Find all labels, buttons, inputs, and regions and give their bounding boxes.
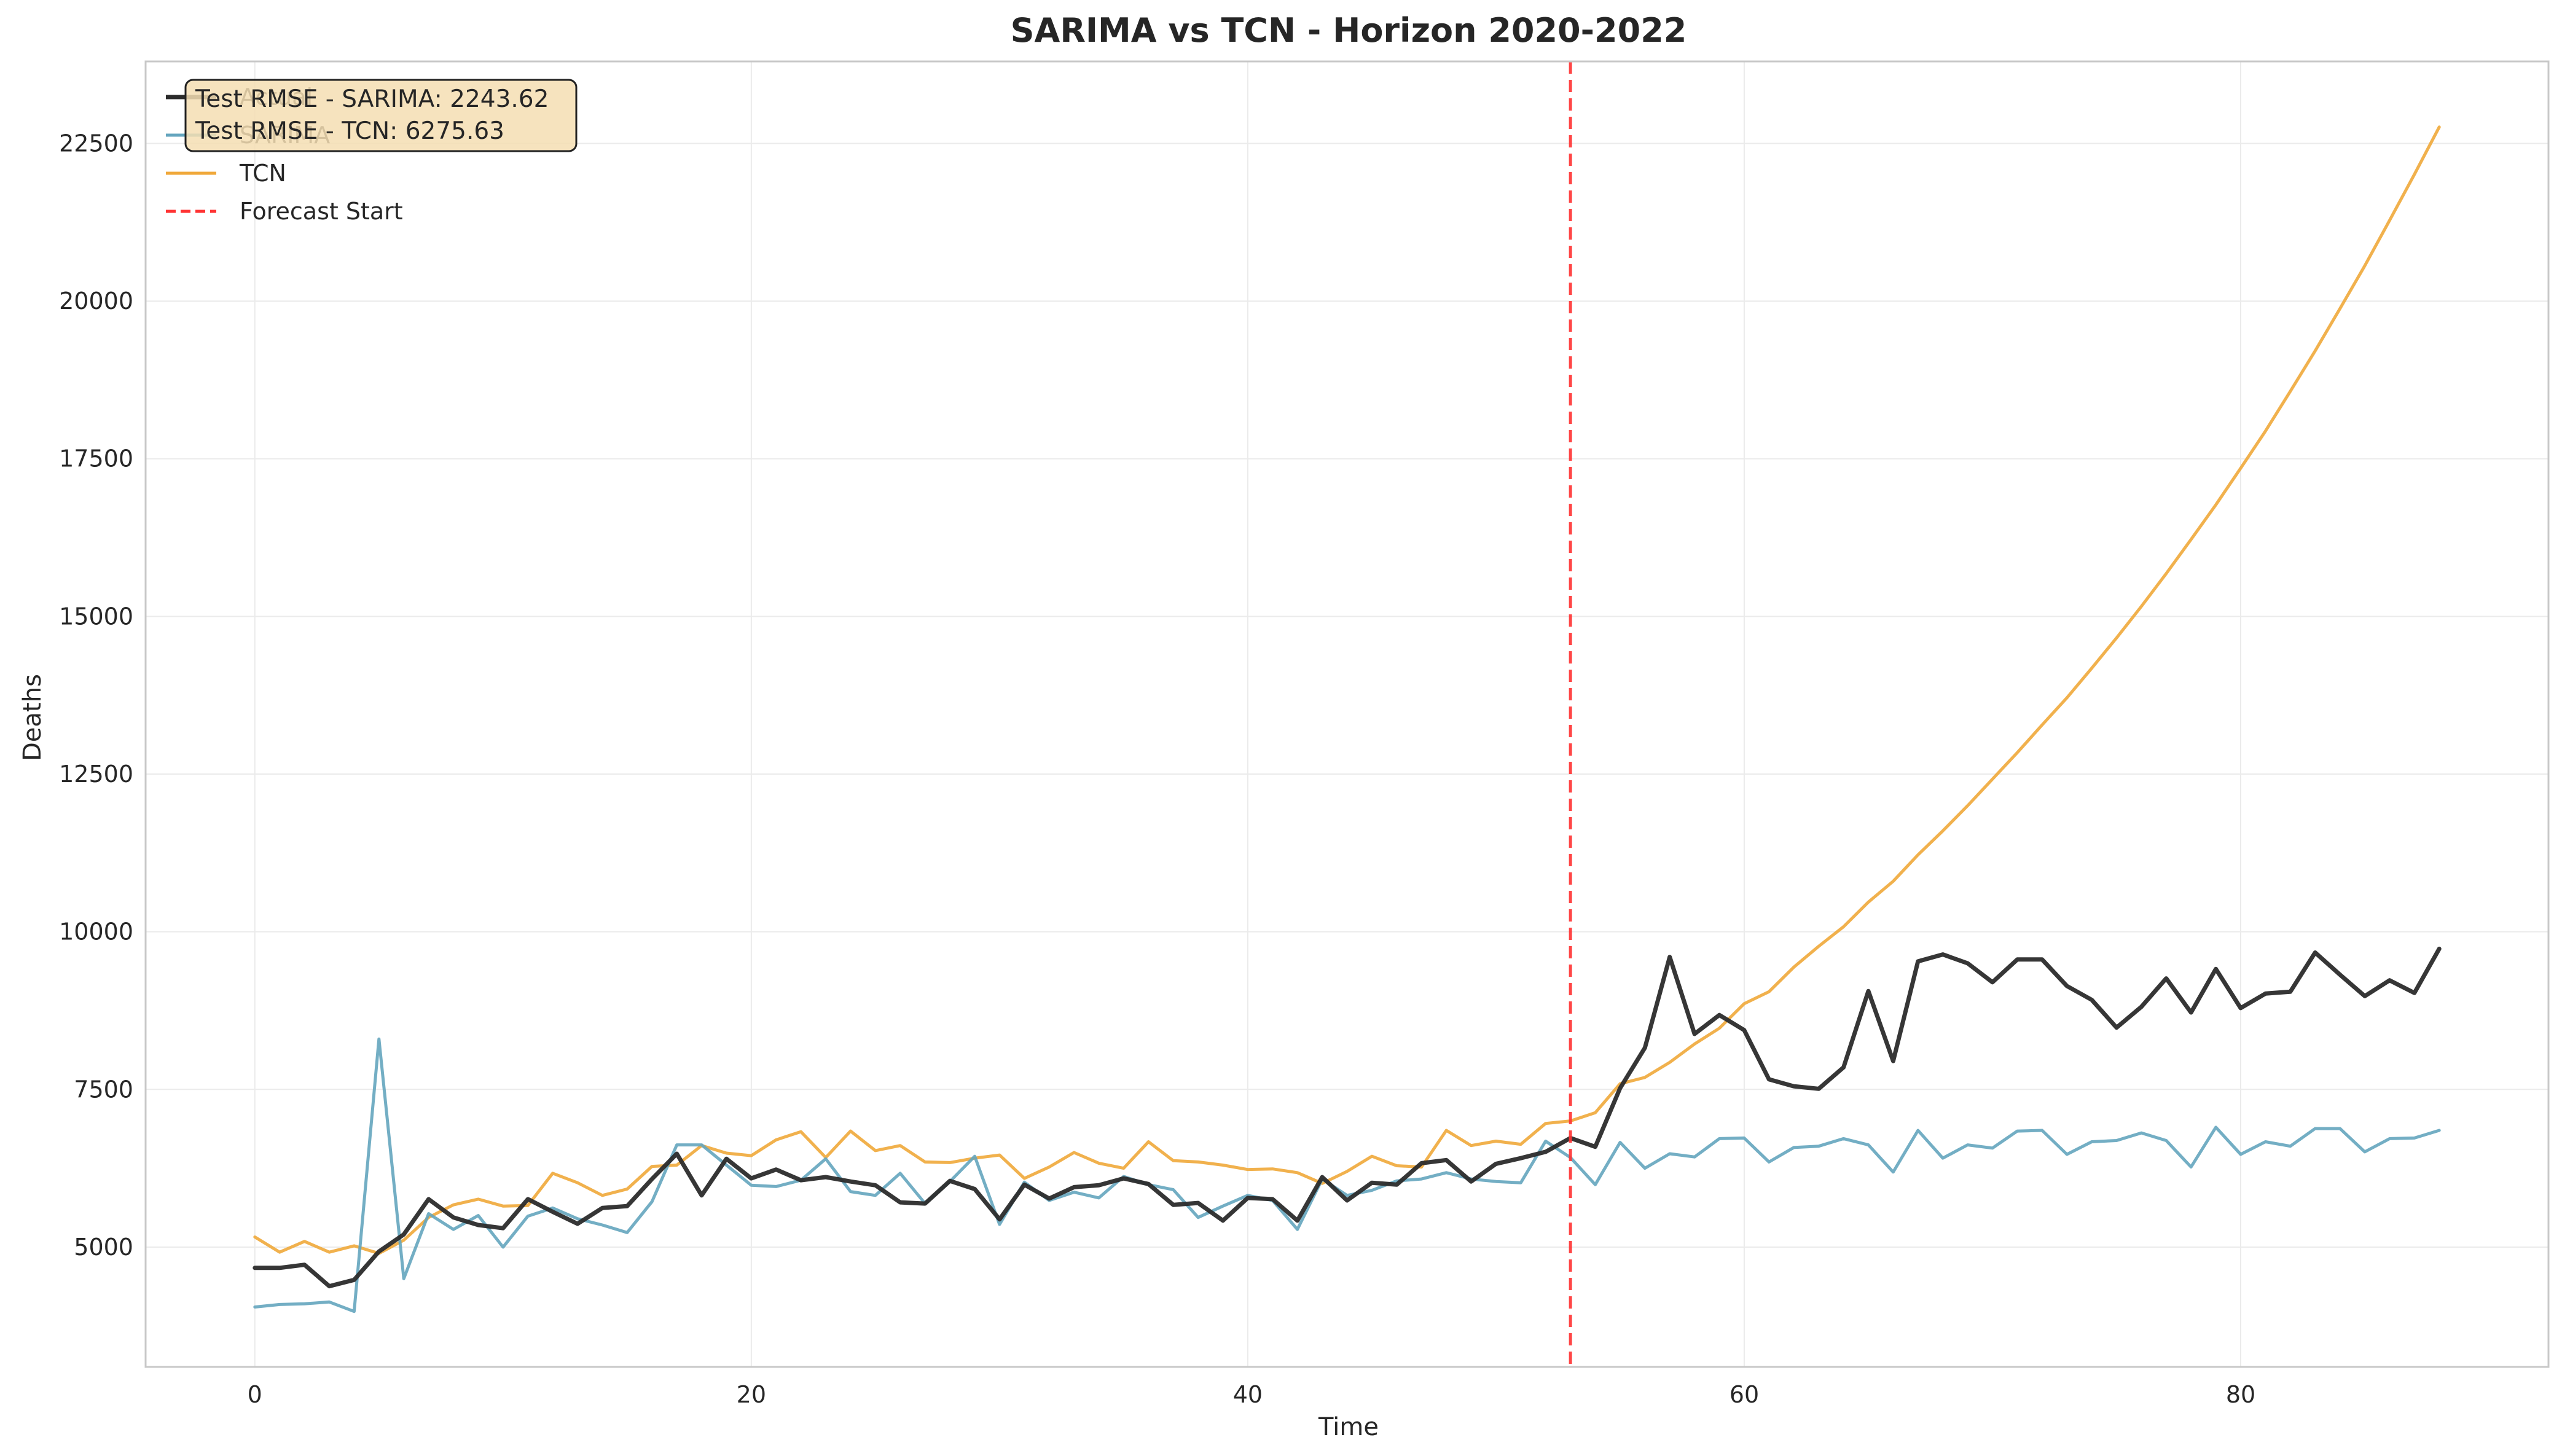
x-tick-label: 0 bbox=[248, 1381, 262, 1408]
chart-title: SARIMA vs TCN - Horizon 2020-2022 bbox=[1011, 11, 1687, 50]
y-tick-label: 5000 bbox=[74, 1234, 133, 1261]
y-tick-label: 17500 bbox=[59, 445, 133, 472]
y-tick-label: 15000 bbox=[59, 603, 133, 630]
x-axis-label: Time bbox=[1318, 1413, 1379, 1441]
rmse-annotation-line: Test RMSE - TCN: 6275.63 bbox=[195, 117, 504, 145]
legend-label: TCN bbox=[239, 160, 286, 187]
rmse-annotation-line: Test RMSE - SARIMA: 2243.62 bbox=[195, 85, 549, 113]
x-tick-label: 60 bbox=[1730, 1381, 1759, 1408]
y-tick-label: 20000 bbox=[59, 288, 133, 315]
y-tick-label: 7500 bbox=[74, 1076, 133, 1103]
plot-background bbox=[146, 61, 2548, 1367]
rmse-annotation-box bbox=[184, 79, 578, 152]
rmse-annotation: Test RMSE - SARIMA: 2243.62 Test RMSE - T… bbox=[184, 79, 578, 152]
plot-area: 0 20 40 60 80 5000 7500 10000 12500 15000 17500 200… bbox=[59, 60, 2550, 1408]
series-line-sarima bbox=[253, 1037, 2441, 1313]
y-tick-label: 12500 bbox=[59, 761, 133, 788]
y-axis-label: Deaths bbox=[18, 674, 47, 761]
series-line-tcn bbox=[253, 125, 2441, 1255]
legend-label: Forecast Start bbox=[240, 198, 403, 225]
x-tick-label: 80 bbox=[2226, 1381, 2255, 1408]
y-tick-label: 22500 bbox=[59, 130, 133, 157]
plot-frame bbox=[144, 60, 2550, 1368]
series-line-actual bbox=[253, 946, 2442, 1289]
x-tick-label: 20 bbox=[737, 1381, 766, 1408]
x-tick-label: 40 bbox=[1233, 1381, 1263, 1408]
y-tick-label: 10000 bbox=[59, 918, 133, 945]
